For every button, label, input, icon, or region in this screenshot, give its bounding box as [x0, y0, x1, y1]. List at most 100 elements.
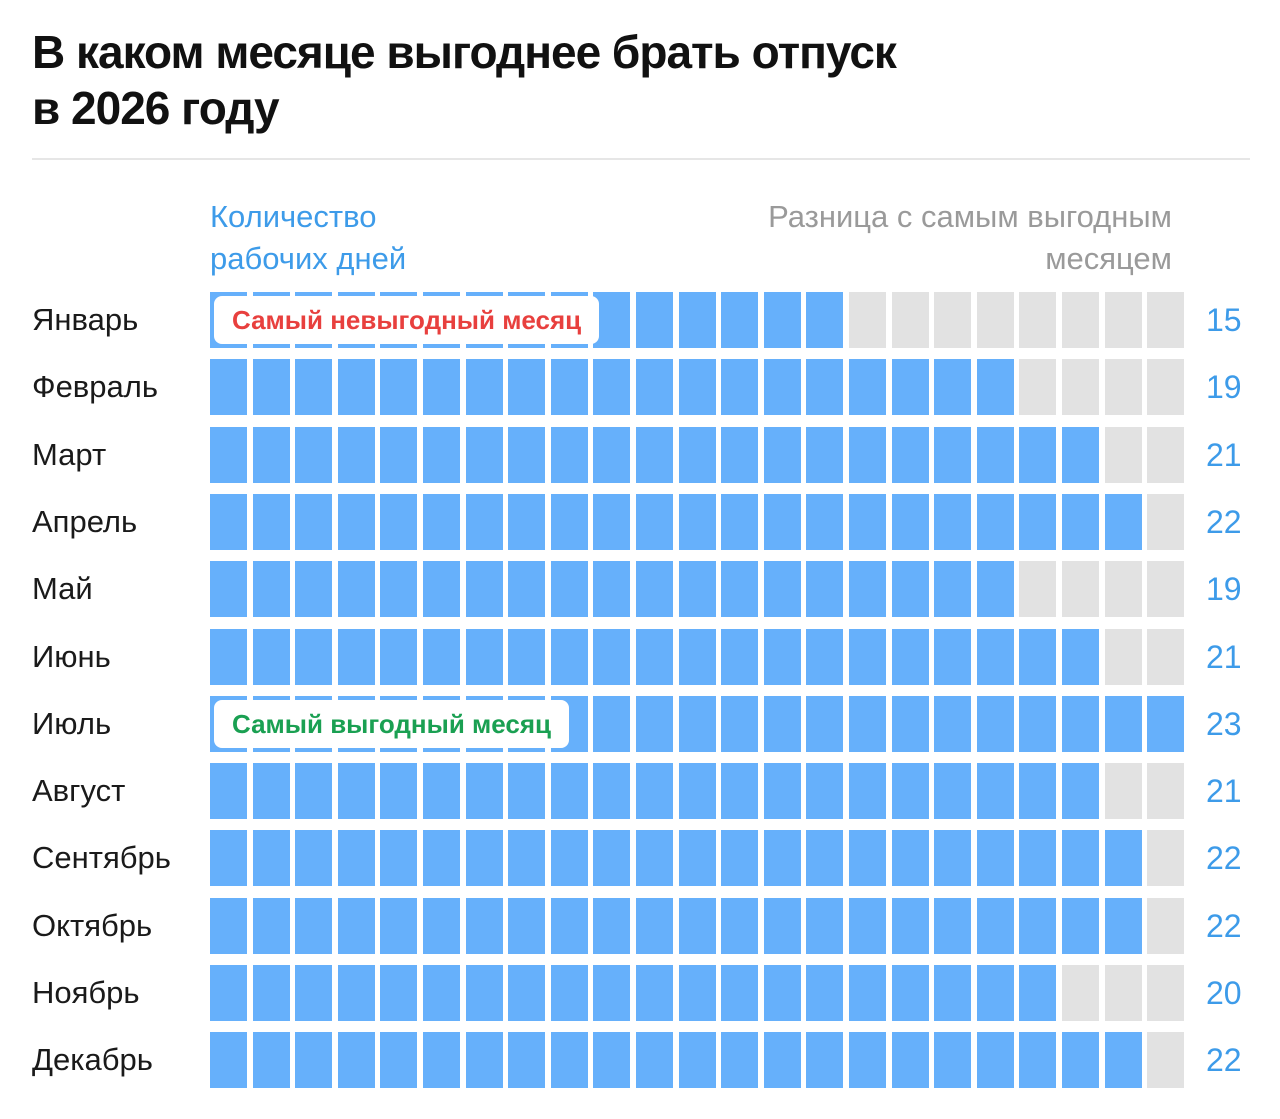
working-day-cell [593, 561, 631, 618]
working-day-cell [593, 493, 631, 550]
working-day-cell [763, 426, 801, 483]
working-day-cell [337, 561, 375, 618]
working-day-cell [1104, 493, 1142, 550]
working-day-cell [721, 628, 759, 685]
working-day-cell [423, 965, 460, 1021]
missing-day-cell [1104, 292, 1142, 348]
day-cells [210, 426, 1189, 483]
working-day-cell [934, 426, 972, 483]
working-day-cell [465, 426, 503, 483]
working-day-cell [508, 359, 546, 416]
month-row: Июль 23 Самый выгодный месяц [0, 695, 1280, 752]
missing-day-cell [1019, 359, 1057, 416]
working-day-cell [1104, 695, 1142, 752]
working-day-cell [678, 426, 716, 483]
working-day-cell [337, 359, 375, 416]
missing-day-cell [1147, 965, 1185, 1021]
working-day-cell [210, 426, 247, 483]
working-day-cell [593, 965, 631, 1021]
working-day-cell [508, 897, 546, 954]
working-day-cell [891, 628, 929, 685]
working-day-cell [508, 830, 546, 887]
working-day-cell [380, 763, 418, 820]
working-day-cell [210, 359, 247, 416]
working-day-cell [380, 965, 418, 1021]
missing-day-cell [1147, 561, 1185, 618]
working-day-cell [636, 763, 673, 820]
missing-day-cell [1104, 763, 1142, 820]
working-day-cell [721, 359, 759, 416]
working-day-cell [465, 763, 503, 820]
working-day-cell [636, 695, 673, 752]
working-day-cell [976, 897, 1014, 954]
working-days-value: 21 [1206, 436, 1242, 473]
working-day-cell [295, 763, 333, 820]
working-day-cell [550, 561, 588, 618]
working-day-cell [636, 897, 673, 954]
working-day-cell [976, 830, 1014, 887]
working-day-cell [423, 897, 460, 954]
working-day-cell [678, 1032, 716, 1089]
working-day-cell [593, 426, 631, 483]
legend-left-line-1: Количество [210, 199, 377, 234]
working-day-cell [763, 897, 801, 954]
legend-right-line-1: Разница с самым выгодным [768, 199, 1172, 234]
working-day-cell [976, 561, 1014, 618]
working-day-cell [678, 695, 716, 752]
working-day-cell [508, 763, 546, 820]
month-label: Июль [32, 705, 112, 741]
working-day-cell [337, 628, 375, 685]
working-days-value: 21 [1206, 638, 1242, 675]
working-day-cell [806, 695, 844, 752]
working-day-cell [423, 493, 460, 550]
working-day-cell [1019, 965, 1057, 1021]
working-day-cell [1062, 628, 1099, 685]
working-day-cell [849, 830, 886, 887]
working-day-cell [721, 292, 759, 348]
working-day-cell [295, 628, 333, 685]
missing-day-cell [1147, 359, 1185, 416]
working-day-cell [380, 561, 418, 618]
working-day-cell [252, 1032, 290, 1089]
working-day-cell [210, 628, 247, 685]
working-days-value: 22 [1206, 840, 1242, 877]
working-day-cell [593, 1032, 631, 1089]
working-day-cell [337, 493, 375, 550]
working-day-cell [295, 897, 333, 954]
working-day-cell [891, 359, 929, 416]
month-row: Сентябрь 22 [0, 830, 1280, 887]
working-day-cell [550, 426, 588, 483]
chart-title: В каком месяце выгоднее брать отпуск в 2… [32, 24, 1232, 136]
working-day-cell [295, 426, 333, 483]
working-day-cell [678, 359, 716, 416]
month-row: Апрель 22 [0, 493, 1280, 550]
working-day-cell [678, 561, 716, 618]
day-cells [210, 1032, 1189, 1089]
missing-day-cell [1062, 292, 1099, 348]
working-day-cell [976, 1032, 1014, 1089]
working-day-cell [763, 628, 801, 685]
working-day-cell [1104, 830, 1142, 887]
working-day-cell [465, 897, 503, 954]
working-day-cell [465, 1032, 503, 1089]
working-day-cell [721, 830, 759, 887]
working-day-cell [891, 695, 929, 752]
working-day-cell [1062, 830, 1099, 887]
working-day-cell [721, 897, 759, 954]
title-line-1: В каком месяце выгоднее брать отпуск [32, 26, 897, 78]
title-line-2: в 2026 году [32, 82, 280, 134]
working-day-cell [295, 493, 333, 550]
working-day-cell [806, 292, 844, 348]
month-label: Июнь [32, 638, 111, 674]
working-day-cell [806, 359, 844, 416]
working-day-cell [252, 965, 290, 1021]
working-day-cell [934, 965, 972, 1021]
working-day-cell [465, 561, 503, 618]
working-day-cell [380, 897, 418, 954]
missing-day-cell [1062, 561, 1099, 618]
working-day-cell [550, 965, 588, 1021]
working-day-cell [593, 695, 631, 752]
working-day-cell [210, 897, 247, 954]
working-day-cell [1019, 830, 1057, 887]
working-day-cell [210, 561, 247, 618]
